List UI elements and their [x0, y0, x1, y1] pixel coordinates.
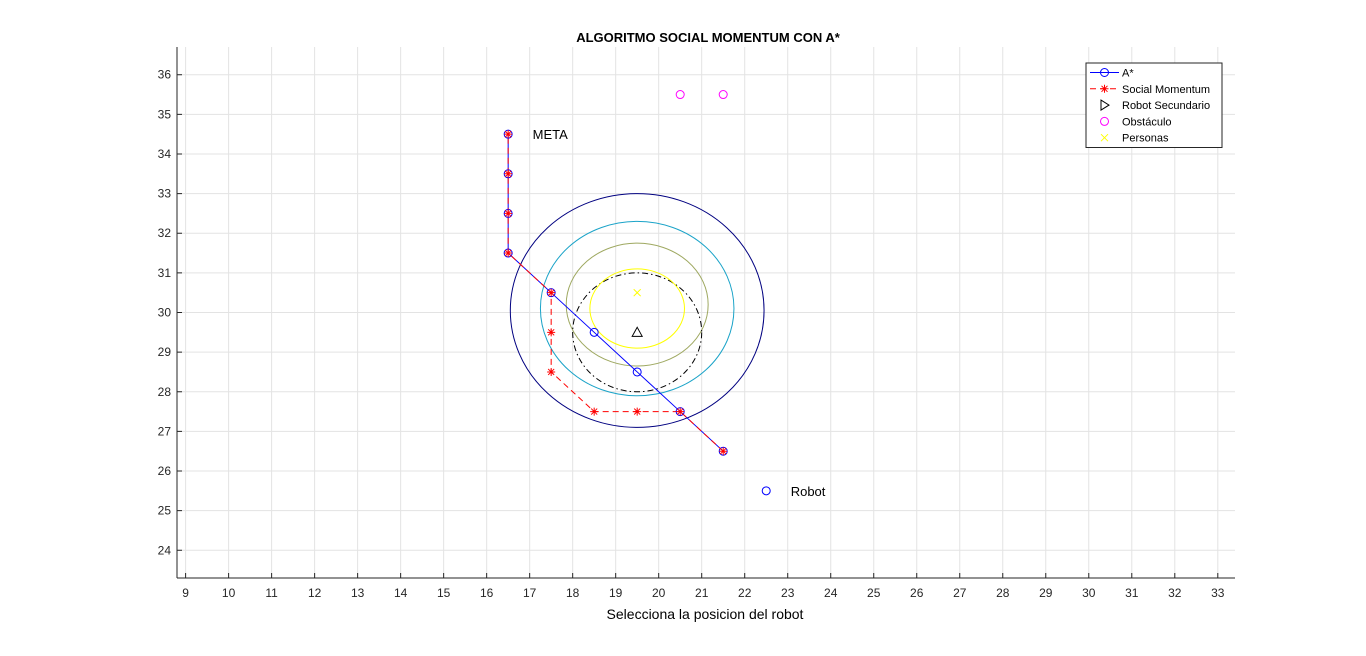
x-tick-label: 14 — [394, 586, 408, 600]
annotation-robot: Robot — [791, 484, 826, 499]
x-tick-label: 31 — [1125, 586, 1139, 600]
ellipse-contour — [572, 272, 703, 393]
legend: A* Social Momentum Robot Secundario Obstácu… — [1085, 62, 1223, 148]
x-tick-label: 10 — [222, 586, 236, 600]
x-tick-label: 17 — [523, 586, 537, 600]
legend-marker-social-momentum — [1100, 84, 1109, 93]
x-tick-label: 12 — [308, 586, 322, 600]
x-tick-label: 24 — [824, 586, 838, 600]
x-tick-label: 32 — [1168, 586, 1182, 600]
y-tick-label: 25 — [158, 504, 172, 518]
x-tick-label: 15 — [437, 586, 451, 600]
ellipse-contour — [589, 268, 685, 349]
y-tick-label: 35 — [158, 107, 172, 121]
x-tick-label: 33 — [1211, 586, 1225, 600]
point-social-momentum — [547, 367, 556, 376]
point-social-momentum — [547, 328, 556, 337]
legend-label-social-momentum: Social Momentum — [1122, 84, 1210, 96]
point-social-momentum — [676, 407, 685, 416]
legend-label-personas: Personas — [1122, 133, 1169, 145]
axes: META Robot 9 10 11 12 13 14 15 16 17 18 19 20 21 22 23 2… — [158, 47, 1235, 600]
grid — [177, 47, 1235, 578]
point-obstaculo — [675, 90, 685, 100]
ellipse-contour — [539, 220, 735, 397]
legend-marker-obstaculo — [1100, 116, 1109, 126]
point-social-momentum — [590, 407, 599, 416]
point-social-momentum — [719, 447, 728, 456]
x-tick-label: 18 — [566, 586, 580, 600]
y-tick-label: 28 — [158, 385, 172, 399]
x-tick-label: 11 — [265, 586, 278, 600]
x-tick-label: 19 — [609, 586, 623, 600]
ellipse-contour — [509, 193, 765, 428]
x-tick-label: 13 — [351, 586, 365, 600]
y-tick-label: 32 — [158, 226, 172, 240]
legend-marker-a — [1100, 68, 1109, 77]
x-tick-label: 25 — [867, 586, 881, 600]
x-tick-label: 21 — [695, 586, 709, 600]
x-tick-label: 26 — [910, 586, 924, 600]
annotation-meta: META — [533, 127, 568, 142]
point-social-momentum — [504, 130, 513, 139]
x-tick-label: 23 — [781, 586, 795, 600]
point-robot-secundario — [631, 326, 644, 337]
y-tick-label: 31 — [158, 266, 172, 280]
point-obstaculo — [718, 90, 728, 100]
legend-label-robot-secundario: Robot Secundario — [1122, 100, 1210, 112]
series-markers — [503, 90, 771, 496]
point-personas — [633, 288, 642, 297]
y-tick-label: 27 — [158, 424, 172, 438]
point-a — [589, 327, 599, 337]
x-tick-label: 30 — [1082, 586, 1096, 600]
ellipses — [509, 193, 765, 428]
point-robot-start — [761, 486, 771, 496]
x-tick-label: 27 — [953, 586, 967, 600]
chart-title: ALGORITMO SOCIAL MOMENTUM CON A* — [576, 30, 841, 45]
x-tick-label: 28 — [996, 586, 1010, 600]
y-tick-label: 24 — [158, 543, 172, 557]
point-social-momentum — [504, 169, 513, 178]
y-tick-label: 34 — [158, 147, 172, 161]
y-tick-label: 36 — [158, 68, 172, 82]
x-axis-label: Selecciona la posicion del robot — [607, 606, 804, 622]
x-tick-label: 29 — [1039, 586, 1053, 600]
point-social-momentum — [633, 407, 642, 416]
y-tick-label: 33 — [158, 187, 172, 201]
y-tick-label: 26 — [158, 464, 172, 478]
legend-label-obstaculo: Obstáculo — [1122, 116, 1172, 128]
point-social-momentum — [504, 249, 513, 258]
legend-marker-personas — [1100, 133, 1109, 142]
point-social-momentum — [547, 288, 556, 297]
x-tick-label: 9 — [182, 586, 189, 600]
ellipse-contour — [565, 242, 709, 367]
legend-label-a: A* — [1122, 68, 1134, 80]
legend-marker-robot-secundario — [1100, 99, 1110, 112]
y-tick-label: 29 — [158, 345, 172, 359]
y-tick-label: 30 — [158, 306, 172, 320]
point-social-momentum — [504, 209, 513, 218]
annotations: META Robot — [533, 127, 826, 499]
point-a — [632, 367, 642, 377]
x-tick-label: 22 — [738, 586, 752, 600]
ticks: 9 10 11 12 13 14 15 16 17 18 19 20 21 22 23 24 25 26 27 28 2… — [158, 68, 1225, 600]
x-tick-label: 16 — [480, 586, 494, 600]
x-tick-label: 20 — [652, 586, 666, 600]
